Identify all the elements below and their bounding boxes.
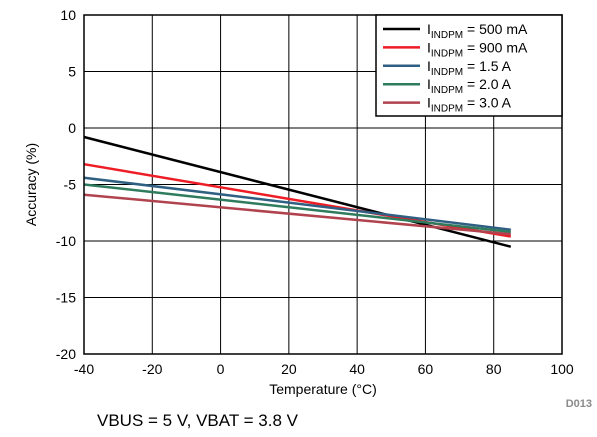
series-line-5	[83, 193, 511, 236]
y-tick-label: -5	[64, 177, 77, 193]
plot-frame	[83, 14, 563, 355]
x-tick-label: 20	[281, 361, 297, 377]
series-lines	[83, 135, 512, 248]
x-tick-label: 60	[418, 361, 434, 377]
x-tick-label: 0	[217, 361, 225, 377]
y-tick-label: -20	[56, 346, 76, 362]
y-tick-label: 5	[68, 64, 76, 80]
legend-entry: IINDPM = 900 mA	[427, 39, 528, 59]
y-tick-label: 10	[60, 7, 76, 23]
y-tick-label: 0	[68, 120, 76, 136]
y-axis-label: Accuracy (%)	[23, 143, 39, 226]
y-tick-label: -15	[56, 290, 76, 306]
legend-entry: IINDPM = 3.0 A	[427, 95, 512, 115]
x-tick-label: -40	[74, 361, 94, 377]
y-tick-label: -10	[56, 233, 76, 249]
legend-entry: IINDPM = 500 mA	[427, 21, 528, 41]
x-tick-label: 100	[550, 361, 574, 377]
legend-entry: IINDPM = 2.0 A	[427, 76, 512, 96]
x-tick-label: -20	[142, 361, 162, 377]
x-axis-label: Temperature (°C)	[269, 381, 377, 397]
figure-id: D013	[566, 398, 592, 410]
x-tick-label: 40	[349, 361, 365, 377]
legend-entry: IINDPM = 1.5 A	[427, 58, 512, 78]
x-tick-label: 80	[486, 361, 502, 377]
series-line-4	[83, 183, 511, 234]
series-line-3	[83, 176, 511, 231]
chart-caption: VBUS = 5 V, VBAT = 3.8 V	[97, 411, 298, 430]
